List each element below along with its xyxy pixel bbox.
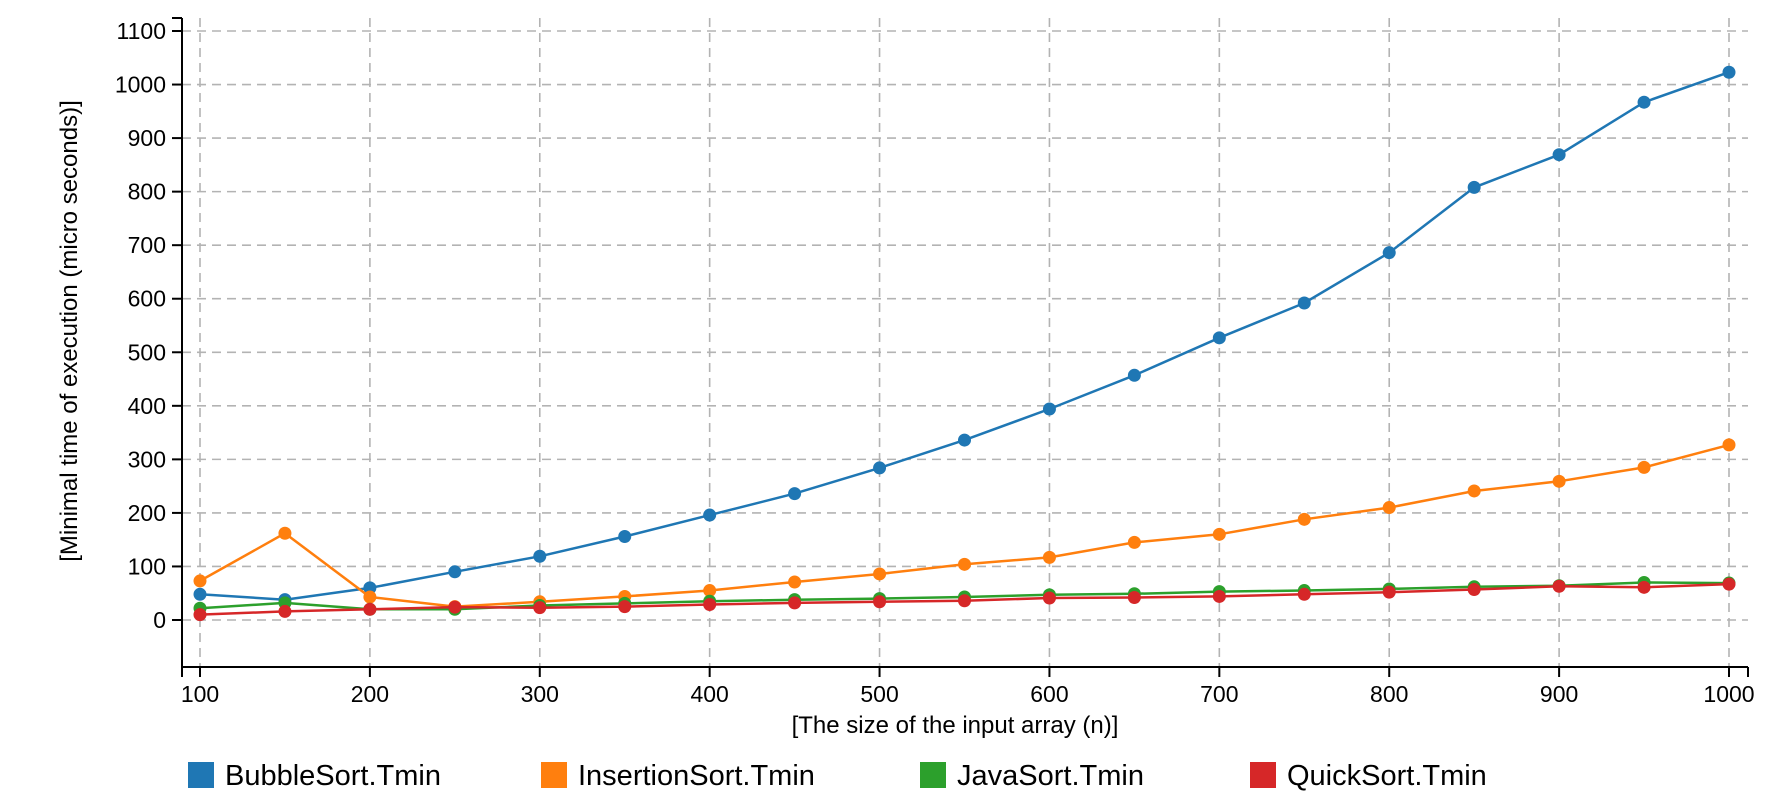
quicksort-point (533, 601, 547, 615)
bubblesort-point (533, 549, 547, 563)
insertionsort-point (1552, 474, 1566, 488)
insertionsort-point (1637, 460, 1651, 474)
x-tick-label: 700 (1200, 681, 1238, 707)
y-tick-label: 400 (128, 393, 166, 419)
quicksort-point (1467, 582, 1481, 596)
bubblesort-point (1467, 180, 1481, 194)
quicksort-point (1297, 587, 1311, 601)
x-axis-title: [The size of the input array (n)] (792, 712, 1119, 739)
x-tick-label: 500 (860, 681, 898, 707)
quicksort-point (788, 596, 802, 610)
insertionsort-point (1297, 512, 1311, 526)
legend-label: InsertionSort.Tmin (578, 760, 815, 792)
quicksort-point (193, 608, 207, 622)
legend-item-bubblesort: BubbleSort.Tmin (188, 760, 441, 792)
insertionsort-point (1722, 438, 1736, 452)
legend-swatch (920, 762, 946, 788)
legend-item-javasort: JavaSort.Tmin (920, 760, 1144, 792)
x-tick-label: 1000 (1703, 681, 1754, 707)
x-tick-label: 400 (690, 681, 728, 707)
insertionsort-point (1382, 501, 1396, 515)
bubblesort-point (448, 565, 462, 579)
y-tick-label: 1000 (115, 72, 166, 98)
x-tick-label: 800 (1370, 681, 1408, 707)
grid (182, 18, 1748, 667)
y-axis-title: [Minimal time of execution (micro second… (56, 100, 83, 561)
insertionsort-point (1212, 527, 1226, 541)
legend-label: BubbleSort.Tmin (225, 760, 441, 792)
insertionsort-point (958, 557, 971, 571)
quicksort-point (278, 604, 292, 618)
bubblesort-point (1552, 148, 1566, 162)
y-tick-label: 100 (128, 553, 166, 579)
x-tick-label: 300 (521, 681, 559, 707)
legend-swatch (1250, 762, 1276, 788)
quicksort-point (1212, 589, 1226, 603)
bubblesort-point (1042, 402, 1056, 416)
series (193, 65, 1736, 622)
y-tick-label: 300 (128, 446, 166, 472)
bubblesort-point (1722, 65, 1736, 79)
legend: BubbleSort.Tmin InsertionSort.Tmin JavaSor… (188, 760, 1487, 792)
bubblesort-point (1297, 296, 1311, 310)
legend-swatch (188, 762, 214, 788)
bubblesort-point (788, 487, 802, 501)
quicksort-point (1637, 580, 1651, 594)
bubblesort-point (1382, 246, 1396, 260)
quicksort-point (1127, 591, 1141, 605)
insertionsort-point (873, 567, 887, 581)
bubblesort-point (958, 433, 971, 447)
y-tick-label: 600 (128, 286, 166, 312)
quicksort-point (1722, 577, 1736, 591)
bubblesort-point (1637, 95, 1651, 109)
axes: 0 100 200 300 400 500 600 700 800 900 1000 1100 100 2… (115, 17, 1755, 707)
insertionsort-point (703, 584, 717, 598)
insertionsort-point (278, 526, 292, 540)
legend-item-quicksort: QuickSort.Tmin (1250, 760, 1487, 792)
series-quicksort (193, 577, 1736, 622)
insertionsort-point (1042, 550, 1056, 564)
legend-swatch (541, 762, 567, 788)
bubblesort-point (873, 461, 887, 475)
series-bubblesort (193, 65, 1736, 607)
bubblesort-point (618, 529, 632, 543)
x-tick-label: 600 (1030, 681, 1068, 707)
bubblesort-point (703, 508, 717, 522)
insertionsort-point (1127, 535, 1141, 549)
bubblesort-point (363, 581, 377, 595)
y-tick-label: 800 (128, 179, 166, 205)
y-tick-label: 200 (128, 500, 166, 526)
y-tick-label: 0 (153, 607, 166, 633)
legend-label: QuickSort.Tmin (1287, 760, 1487, 792)
bubblesort-point (1127, 368, 1141, 382)
quicksort-point (873, 595, 887, 609)
quicksort-point (1382, 585, 1396, 599)
x-tick-label: 200 (351, 681, 389, 707)
x-tick-label: 100 (181, 681, 219, 707)
insertionsort-line (199, 443, 1730, 608)
legend-item-insertionsort: InsertionSort.Tmin (541, 760, 815, 792)
quicksort-point (703, 597, 717, 611)
quicksort-point (618, 600, 632, 614)
x-tick-label: 900 (1540, 681, 1578, 707)
y-tick-label: 1100 (117, 18, 166, 44)
y-tick-label: 500 (128, 339, 166, 365)
y-tick-label: 700 (128, 232, 166, 258)
quicksort-point (1042, 591, 1056, 605)
quicksort-point (363, 602, 377, 616)
insertionsort-point (193, 574, 207, 588)
quicksort-point (448, 600, 462, 614)
insertionsort-point (788, 575, 802, 589)
bubblesort-point (1212, 331, 1226, 345)
legend-label: JavaSort.Tmin (957, 760, 1144, 792)
insertionsort-point (363, 590, 377, 604)
quicksort-point (1552, 579, 1566, 593)
insertionsort-point (1467, 484, 1481, 498)
bubblesort-line (199, 71, 1730, 601)
quicksort-point (958, 594, 971, 608)
bubblesort-point (193, 587, 207, 601)
y-tick-label: 900 (128, 125, 166, 151)
